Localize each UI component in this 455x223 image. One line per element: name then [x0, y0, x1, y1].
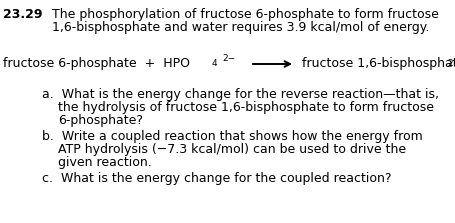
Text: 6-phosphate?: 6-phosphate? [58, 114, 143, 127]
Text: b.  Write a coupled reaction that shows how the energy from: b. Write a coupled reaction that shows h… [42, 130, 423, 143]
Text: ATP hydrolysis (−7.3 kcal/mol) can be used to drive the: ATP hydrolysis (−7.3 kcal/mol) can be us… [58, 143, 406, 156]
Text: a.  What is the energy change for the reverse reaction—that is,: a. What is the energy change for the rev… [42, 88, 439, 101]
Text: the hydrolysis of fructose 1,6-bisphosphate to form fructose: the hydrolysis of fructose 1,6-bisphosph… [58, 101, 434, 114]
Text: 4: 4 [212, 59, 217, 68]
Text: fructose 1,6-bisphosphate  +  H: fructose 1,6-bisphosphate + H [302, 57, 455, 70]
Text: 2−: 2− [222, 54, 235, 63]
Text: fructose 6-phosphate  +  HPO: fructose 6-phosphate + HPO [3, 57, 190, 70]
Text: given reaction.: given reaction. [58, 156, 152, 169]
Text: 2: 2 [447, 59, 453, 68]
Text: The phosphorylation of fructose 6-phosphate to form fructose: The phosphorylation of fructose 6-phosph… [52, 8, 439, 21]
Text: c.  What is the energy change for the coupled reaction?: c. What is the energy change for the cou… [42, 172, 391, 185]
Text: 1,6-bisphosphate and water requires 3.9 kcal/mol of energy.: 1,6-bisphosphate and water requires 3.9 … [52, 21, 430, 34]
Text: 23.29: 23.29 [3, 8, 42, 21]
